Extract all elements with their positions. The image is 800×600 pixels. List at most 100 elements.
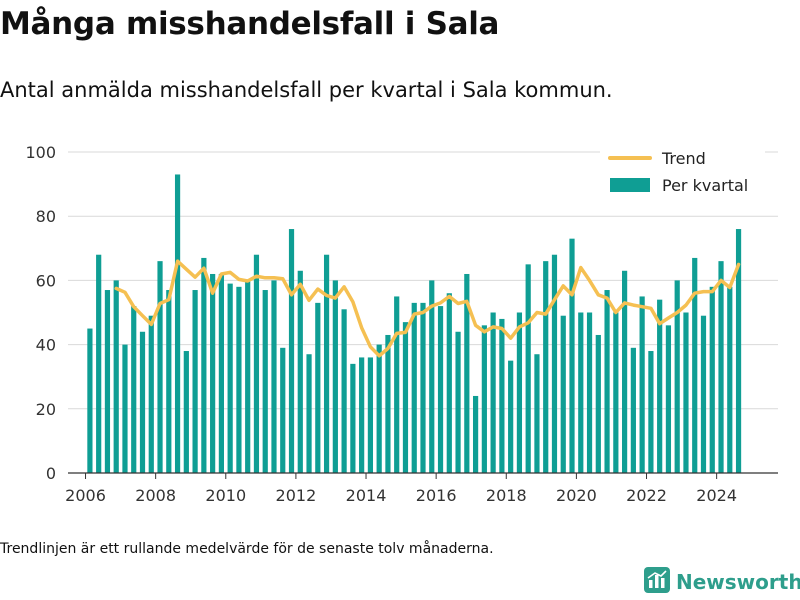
bar [622,270,628,473]
bar [683,312,689,473]
bar [297,270,303,473]
y-tick-label: 20 [36,400,56,419]
bar [394,296,400,473]
bar [332,280,338,473]
brand-logo[interactable]: Newsworthy [644,567,800,597]
bar [350,363,356,473]
y-tick-label: 80 [36,207,56,226]
bar [586,312,593,473]
x-tick-label: 2020 [556,486,597,505]
bar [560,315,566,473]
bar [595,334,601,473]
bar-chart-logo-icon [644,567,670,597]
bar [280,347,286,473]
bar [455,331,461,473]
bar [288,229,295,473]
x-tick-label: 2010 [205,486,246,505]
bar [692,257,698,473]
bar [402,322,409,473]
bar [227,283,233,473]
bar [113,280,119,473]
bar [551,254,558,473]
bar [411,302,417,473]
bar [96,254,102,473]
trend-series [114,259,741,358]
bar [174,174,181,473]
bar [569,238,575,473]
bar [639,296,645,473]
footnote: Trendlinjen är ett rullande medelvärde f… [0,541,494,557]
brand-name: Newsworthy [676,570,800,594]
bar [490,312,496,473]
bar [543,261,549,473]
bar [139,331,146,473]
bar [630,347,636,473]
bar-series [87,174,742,473]
bar [131,306,137,473]
bar [648,351,654,473]
bar [166,290,172,473]
x-tick-label: 2012 [276,486,317,505]
bar [367,357,374,473]
y-axis: 0 20 40 60 80 100 [25,143,56,483]
bar [525,264,531,473]
x-tick-label: 2022 [626,486,667,505]
x-tick-label: 2006 [65,486,106,505]
x-tick-label: 2016 [416,486,457,505]
y-tick-label: 60 [36,271,56,290]
bar [104,290,111,473]
chart-title: Många misshandelsfall i Sala [0,6,500,42]
bar [87,328,93,473]
bar [271,280,277,473]
y-tick-label: 40 [36,336,56,355]
bar [306,354,312,473]
bar [323,254,330,473]
bar [709,286,715,473]
bar [446,293,452,473]
bar [727,286,733,473]
bar [735,229,742,473]
bar [218,273,224,473]
trend-line [114,259,741,358]
bar [183,351,189,473]
y-tick-label: 0 [46,464,56,483]
bar [262,290,268,473]
legend-bar-label: Per kvartal [662,176,748,195]
bar [385,334,391,473]
y-tick-label: 100 [25,143,56,162]
bar [481,325,487,473]
bar [499,318,505,473]
bar [122,344,128,473]
bar [192,290,198,473]
bar [315,302,321,473]
bar [210,273,216,473]
bar [613,312,619,473]
bar [429,280,435,473]
bar [437,306,444,473]
bar [464,273,470,473]
bar [245,280,251,473]
bar [718,261,724,473]
bar [376,344,382,473]
bar [700,315,707,473]
bar [657,299,663,473]
bar [359,357,365,473]
bar [534,354,540,473]
legend-trend-label: Trend [661,149,706,168]
bar [508,360,514,473]
bar [578,312,584,473]
bar [236,286,242,473]
chart-subtitle: Antal anmälda misshandelsfall per kvarta… [0,78,613,102]
bar [341,309,347,473]
x-tick-label: 2024 [696,486,737,505]
bar [201,257,207,473]
x-axis: 2006 2008 2010 2012 2014 2016 2018 2020 2022 2024 [65,472,778,505]
bar [604,290,610,473]
legend-bar-swatch [610,178,650,192]
x-tick-label: 2008 [135,486,176,505]
bar [148,315,154,473]
bar [674,280,680,473]
bar [516,312,523,473]
legend: Trend Per kvartal [600,143,765,201]
